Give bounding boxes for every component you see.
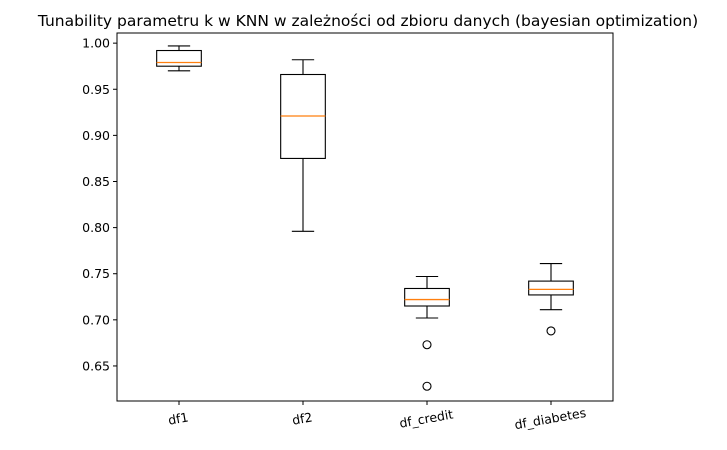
outlier-point xyxy=(422,340,432,350)
y-axis: 0.65 0.70 0.75 0.80 0.85 0.90 0.95 1.00 xyxy=(82,36,117,373)
box-df2 xyxy=(280,59,326,232)
iqr-box xyxy=(528,280,574,296)
y-tick-label: 0.75 xyxy=(82,266,110,281)
y-tick-label: 0.65 xyxy=(82,358,110,373)
y-tick-label: 0.90 xyxy=(82,128,110,143)
x-tick-label: df1 xyxy=(167,409,190,427)
x-tick-label: df2 xyxy=(291,409,314,427)
iqr-box xyxy=(156,49,202,67)
boxes xyxy=(156,45,574,391)
box-df_diabetes xyxy=(528,263,574,336)
box-df1 xyxy=(156,45,202,72)
y-tick-label: 0.95 xyxy=(82,82,110,97)
iqr-box xyxy=(404,287,450,307)
x-axis: df1 df2 df_credit df_diabetes xyxy=(167,401,587,432)
y-tick-label: 0.70 xyxy=(82,312,110,327)
chart-title: Tunability parametru k w KNN w zależnośc… xyxy=(37,12,698,30)
x-tick-label: df_credit xyxy=(398,406,454,430)
box-df_credit xyxy=(404,275,450,391)
plot-frame xyxy=(116,32,614,402)
outlier-point xyxy=(422,381,432,391)
y-tick-label: 0.80 xyxy=(82,220,110,235)
x-tick-label: df_diabetes xyxy=(513,405,587,432)
y-tick-label: 0.85 xyxy=(82,174,110,189)
y-tick-label: 1.00 xyxy=(82,36,110,51)
outlier-point xyxy=(546,326,556,336)
